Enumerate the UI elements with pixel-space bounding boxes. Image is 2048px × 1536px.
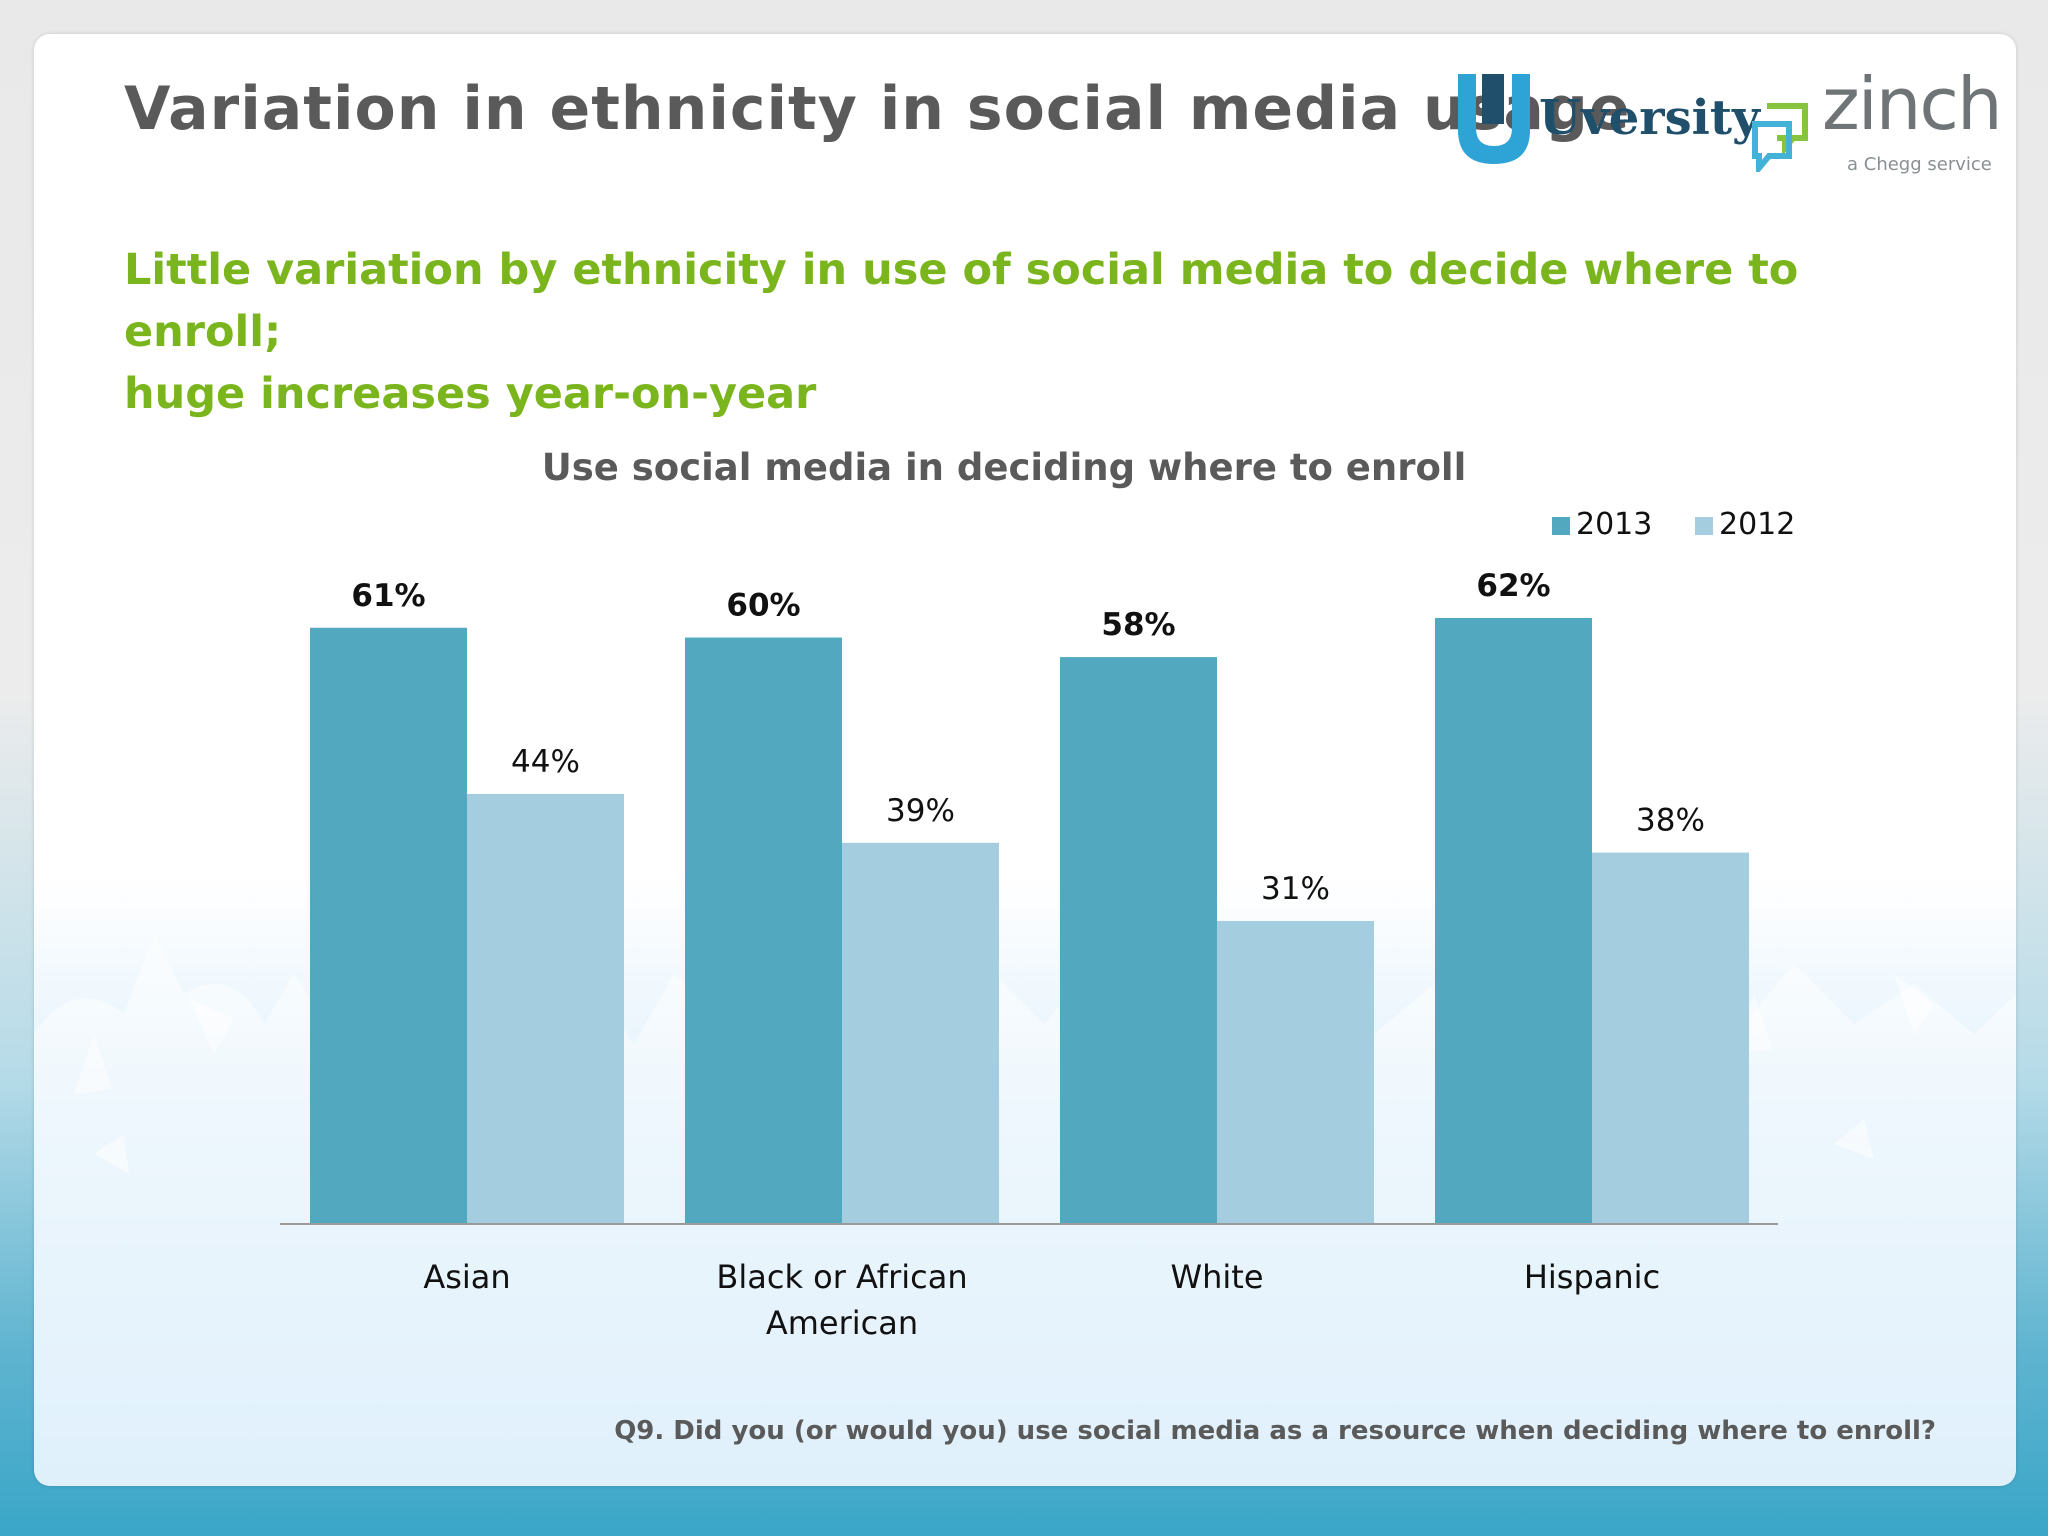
subtitle-line-1: Little variation by ethnicity in use of …: [124, 245, 1799, 357]
zinch-tagline: a Chegg service: [1847, 154, 1992, 175]
subtitle-line-2: huge increases year-on-year: [124, 369, 817, 419]
legend-swatch-2012: [1695, 517, 1713, 535]
x-tick-label-0: Asian: [423, 1258, 510, 1296]
slide: Variation in ethnicity in social media u…: [34, 34, 2016, 1486]
x-tick-label-2: White: [1170, 1258, 1263, 1296]
data-label-2013-1: 60%: [726, 588, 800, 624]
bar-2013-0: [310, 627, 467, 1224]
data-label-2012-0: 44%: [511, 744, 580, 780]
legend-swatch-2013: [1552, 517, 1570, 535]
data-label-2012-3: 38%: [1636, 803, 1705, 839]
x-axis-labels: Asian Black or African American White Hispan…: [423, 1258, 1660, 1342]
bar-2012-1: [842, 842, 999, 1224]
bar-2012-0: [467, 793, 624, 1224]
slide-subtitle: Little variation by ethnicity in use of …: [124, 239, 1884, 425]
bar-chart: Use social media in deciding where to en…: [280, 446, 1795, 1342]
data-label-2012-1: 39%: [886, 793, 955, 829]
x-tick-label-line: Hispanic: [1524, 1258, 1660, 1296]
chart-title: Use social media in deciding where to en…: [542, 446, 1467, 489]
x-tick-label-line: American: [766, 1304, 918, 1342]
data-label-2013-3: 62%: [1476, 568, 1550, 604]
data-label-2013-2: 58%: [1101, 607, 1175, 643]
legend-label-2013: 2013: [1576, 507, 1652, 542]
chart-legend: 2013 2012: [1552, 507, 1795, 542]
question-footnote: Q9. Did you (or would you) use social me…: [614, 1416, 1936, 1446]
x-tick-label-3: Hispanic: [1524, 1258, 1660, 1296]
bar-2012-2: [1217, 921, 1374, 1224]
bar-2013-1: [685, 637, 842, 1224]
zinch-speech-icon: [1752, 103, 1808, 172]
bar-2013-3: [1435, 618, 1592, 1224]
zinch-wordmark: zinch: [1822, 62, 2003, 146]
uversity-wordmark: Uversity: [1539, 90, 1760, 146]
uversity-mark-icon: [1458, 74, 1530, 164]
bar-2012-3: [1592, 852, 1749, 1224]
zinch-logo: zinch a Chegg service: [1749, 62, 2003, 182]
slide-title: Variation in ethnicity in social media u…: [124, 74, 1631, 144]
x-tick-label-line: Black or African: [716, 1258, 967, 1296]
x-tick-label-line: Asian: [423, 1258, 510, 1296]
data-label-2013-0: 61%: [351, 578, 425, 614]
legend-label-2012: 2012: [1719, 507, 1795, 542]
x-tick-label-line: White: [1170, 1258, 1263, 1296]
chart-bars: 61% 44% 60% 39% 58% 31% 62% 38%: [310, 568, 1749, 1224]
data-label-2012-2: 31%: [1261, 871, 1330, 907]
bar-2013-2: [1060, 657, 1217, 1224]
x-tick-label-1: Black or African American: [716, 1258, 967, 1342]
